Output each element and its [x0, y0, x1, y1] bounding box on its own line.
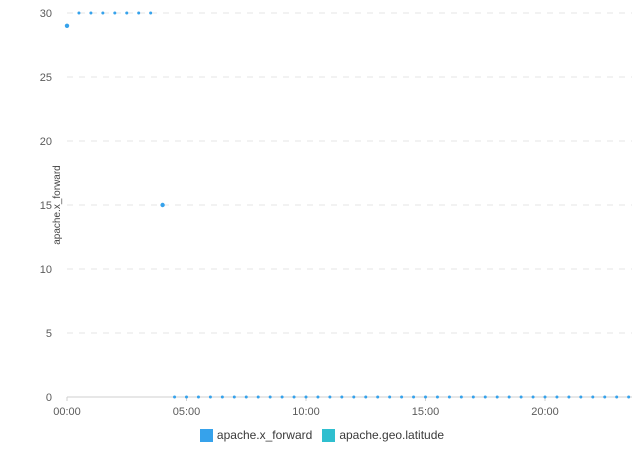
data-point: [208, 395, 212, 399]
y-tick-label: 15: [40, 200, 52, 212]
y-tick-label: 30: [40, 8, 52, 20]
data-point: [483, 395, 487, 399]
legend-label: apache.geo.latitude: [339, 428, 445, 442]
legend-item[interactable]: apache.geo.latitude: [322, 428, 444, 442]
x-tick-label: 00:00: [53, 406, 81, 418]
data-point: [256, 395, 260, 399]
y-tick-label: 0: [46, 392, 52, 404]
data-point: [280, 395, 284, 399]
data-point: [364, 395, 368, 399]
data-points: [64, 11, 631, 399]
data-point: [543, 395, 547, 399]
legend: apache.x_forward apache.geo.latitude: [0, 428, 644, 442]
data-point: [292, 395, 296, 399]
data-point: [567, 395, 571, 399]
data-point: [185, 395, 188, 399]
data-point: [507, 395, 511, 399]
data-point: [160, 202, 165, 208]
data-point: [268, 395, 272, 399]
data-point: [316, 395, 320, 399]
data-point: [555, 395, 559, 399]
data-point: [531, 395, 535, 399]
x-tick-label: 10:00: [292, 406, 320, 418]
grid-lines: [67, 12, 632, 398]
data-point: [495, 395, 499, 399]
data-point: [471, 395, 475, 399]
data-point: [627, 395, 631, 399]
data-point: [64, 23, 70, 28]
data-point: [519, 395, 523, 399]
y-tick-label: 5: [46, 328, 52, 340]
data-point: [340, 395, 344, 399]
data-point: [603, 395, 607, 399]
y-tick-label: 25: [40, 72, 52, 84]
legend-swatch: [322, 428, 336, 442]
x-tick-label: 15:00: [412, 406, 440, 418]
data-point: [591, 395, 595, 399]
data-point: [196, 395, 200, 399]
data-point: [232, 395, 236, 399]
x-tick-label: 20:00: [531, 406, 559, 418]
legend-item[interactable]: apache.x_forward: [199, 428, 313, 442]
data-point: [173, 395, 177, 399]
y-tick-label: 10: [40, 264, 52, 276]
data-point: [388, 395, 392, 399]
data-point: [579, 395, 583, 399]
y-tick-label: 20: [40, 136, 52, 148]
data-point: [149, 11, 153, 15]
data-point: [615, 395, 619, 399]
data-point: [220, 395, 224, 399]
scatter-chart: 0 5 10 15 20 25 30 00:00 05:00 10:00 15:00 20:00 a…: [40, 8, 632, 418]
data-point: [89, 11, 93, 15]
data-point: [101, 11, 105, 15]
data-point: [400, 395, 404, 399]
x-axis-ticks: 00:00 05:00 10:00 15:00 20:00: [53, 397, 559, 418]
data-point: [125, 11, 129, 15]
legend-swatch: [199, 428, 213, 442]
data-point: [77, 11, 81, 15]
data-point: [352, 395, 356, 399]
y-axis-ticks: 0 5 10 15 20 25 30: [40, 8, 52, 404]
data-point: [459, 395, 463, 399]
data-point: [412, 395, 416, 399]
legend-label: apache.x_forward: [216, 428, 313, 442]
data-point: [435, 395, 439, 399]
x-tick-label: 05:00: [173, 406, 201, 418]
y-axis-label: apache.x_forward: [52, 165, 63, 245]
data-point: [244, 395, 248, 399]
data-point: [424, 395, 427, 399]
data-point: [304, 395, 308, 399]
data-point: [376, 395, 380, 399]
data-point: [447, 395, 451, 399]
data-point: [113, 11, 117, 15]
data-point: [137, 11, 141, 15]
data-point: [328, 395, 332, 399]
